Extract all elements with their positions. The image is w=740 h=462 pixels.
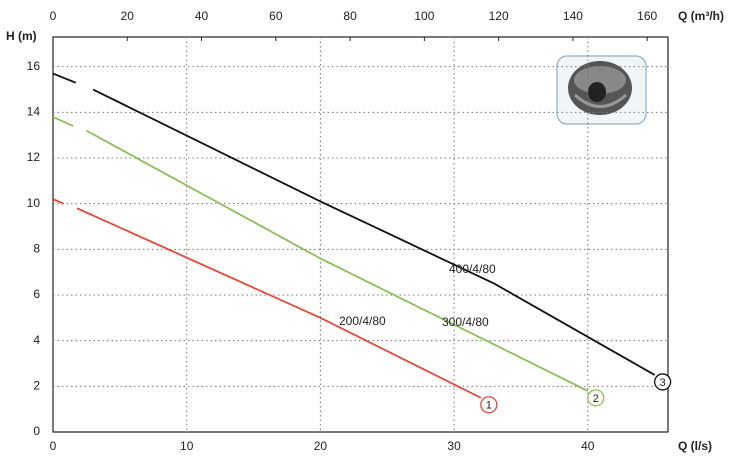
series-label: 400/4/80 [449, 262, 496, 276]
end-label: 1 [486, 400, 492, 412]
end-marker [653, 373, 672, 391]
y-tick-label: 6 [33, 287, 40, 301]
x2-tick-label: 140 [563, 9, 583, 23]
y-tick-label: 12 [27, 150, 41, 164]
y-tick-label: 14 [27, 105, 41, 119]
x2-tick-label: 20 [121, 9, 135, 23]
curve [52, 72, 656, 376]
x2-tick-label: 100 [414, 9, 434, 23]
y-tick-label: 0 [33, 424, 40, 438]
x-tick-label: 20 [314, 439, 328, 453]
x2-tick-label: 0 [50, 9, 57, 23]
x2-axis-label: Q (m³/h) [678, 9, 724, 23]
y-tick-label: 4 [33, 333, 40, 347]
y-tick-label: 16 [27, 59, 41, 73]
x-tick-label: 0 [50, 439, 57, 453]
end-marker [587, 389, 605, 407]
plot-frame [52, 36, 669, 433]
x-axis-label: Q (l/s) [678, 439, 712, 453]
pump-image [556, 55, 647, 125]
x2-tick-label: 160 [637, 9, 657, 23]
x2-tick-label: 80 [343, 9, 357, 23]
y-axis-label: H (m) [6, 29, 37, 43]
y-tick-label: 2 [33, 379, 40, 393]
x-tick-label: 10 [180, 439, 194, 453]
series-label: 300/4/80 [442, 315, 489, 329]
x-tick-label: 40 [581, 439, 595, 453]
curve [52, 198, 482, 399]
x-tick-label: 30 [447, 439, 461, 453]
y-tick-label: 8 [33, 242, 40, 256]
x2-tick-label: 40 [195, 9, 209, 23]
end-label: 3 [660, 377, 666, 389]
x2-tick-label: 120 [489, 9, 509, 23]
end-marker [480, 396, 498, 414]
series-label: 200/4/80 [339, 314, 386, 328]
end-label: 2 [593, 393, 599, 405]
curve [52, 116, 589, 392]
x2-tick-label: 60 [269, 9, 283, 23]
y-tick-label: 10 [27, 196, 41, 210]
